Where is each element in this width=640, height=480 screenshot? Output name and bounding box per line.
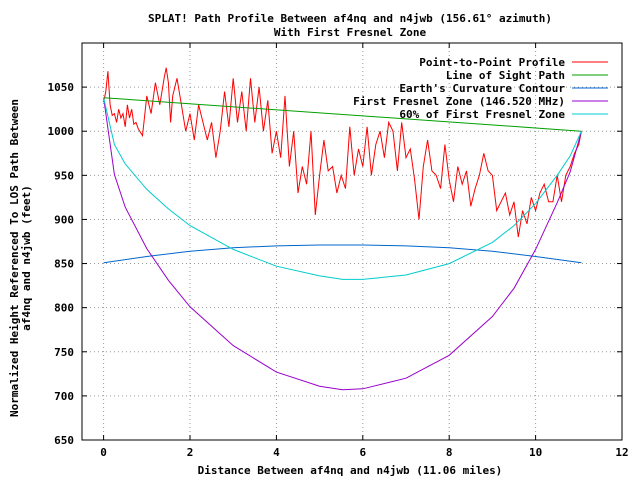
y-tick-label: 850 xyxy=(54,258,74,271)
series-line-1 xyxy=(103,97,582,132)
x-tick-label: 12 xyxy=(615,446,628,459)
legend-label-0: Point-to-Point Profile xyxy=(419,56,565,69)
axis-ticks: 0 2 4 6 8 10 12 650 700 750 800 850 900 950 1000 1050 xyxy=(48,43,629,459)
chart-title: SPLAT! Path Profile Between af4nq and n4… xyxy=(148,12,552,25)
x-tick-label: 0 xyxy=(100,446,107,459)
x-tick-label: 2 xyxy=(187,446,194,459)
y-tick-label: 700 xyxy=(54,390,74,403)
legend-label-3: First Fresnel Zone (146.520 MHz) xyxy=(353,95,565,108)
x-tick-label: 10 xyxy=(529,446,542,459)
legend-label-4: 60% of First Fresnel Zone xyxy=(399,108,565,121)
series-line-3 xyxy=(103,97,582,391)
plot-frame xyxy=(81,42,623,441)
y-tick-label: 800 xyxy=(54,302,74,315)
y-tick-label: 650 xyxy=(54,434,74,447)
y-axis-label-line2: af4nq and n4jwb (feet) xyxy=(20,185,33,331)
y-axis-label-line1: Normalized Height Referenced To LOS Path… xyxy=(8,99,21,417)
x-axis-label: Distance Between af4nq and n4jwb (11.06 … xyxy=(198,464,503,477)
y-tick-label: 750 xyxy=(54,346,74,359)
series-lines xyxy=(103,67,582,391)
y-tick-label: 900 xyxy=(54,213,74,226)
series-line-2 xyxy=(103,244,582,264)
x-tick-label: 8 xyxy=(446,446,453,459)
x-tick-label: 6 xyxy=(359,446,366,459)
y-tick-label: 1050 xyxy=(48,81,75,94)
series-line-0 xyxy=(103,67,582,238)
y-tick-label: 950 xyxy=(54,169,74,182)
x-tick-label: 4 xyxy=(273,446,280,459)
series-line-4 xyxy=(103,97,582,280)
chart-subtitle: With First Fresnel Zone xyxy=(274,26,427,39)
y-tick-label: 1000 xyxy=(48,125,75,138)
legend-label-1: Line of Sight Path xyxy=(446,69,565,82)
legend-label-2: Earth's Curvature Contour xyxy=(399,82,565,95)
